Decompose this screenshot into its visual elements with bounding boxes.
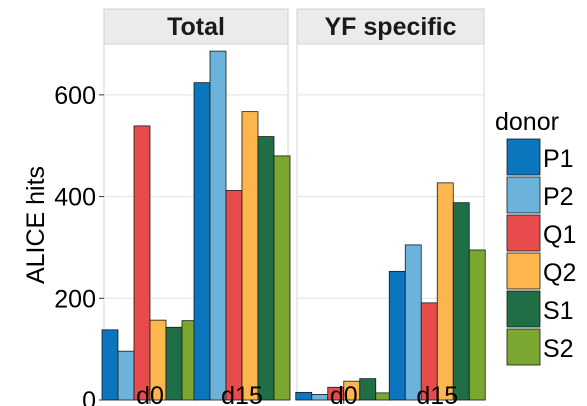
- y-tick-label: 200: [54, 285, 96, 313]
- legend-swatch-Q2: [506, 252, 541, 290]
- bar-S1-d15: [257, 136, 275, 401]
- facet-strip: [296, 8, 485, 45]
- legend-swatch-S2: [506, 328, 541, 366]
- panel-2: YF specific d0 d15: [295, 8, 486, 406]
- legend-swatch-P2: [506, 176, 541, 214]
- x-tick-label: d15: [416, 382, 458, 406]
- legend-label-Q1: Q1: [543, 221, 576, 249]
- bar-S1-d15: [452, 202, 470, 401]
- legend-title: donor: [495, 108, 559, 136]
- legend-label-P2: P2: [543, 183, 574, 211]
- legend-label-S2: S2: [543, 335, 574, 363]
- bar-S2-d15: [468, 249, 486, 401]
- bar-S1-d0: [165, 326, 183, 401]
- bar-P1-d15: [193, 82, 211, 401]
- bar-P2-d0: [117, 350, 135, 401]
- facet-title: Total: [167, 13, 225, 41]
- y-tick-label: 600: [54, 82, 96, 110]
- bar-S2-d15: [273, 155, 291, 401]
- legend-label-Q2: Q2: [543, 259, 576, 287]
- legend: donor P1 P2 Q1 Q2 S1 S2: [495, 108, 576, 366]
- legend-label-P1: P1: [543, 145, 574, 173]
- legend-label-S1: S1: [543, 297, 574, 325]
- legend-swatch-Q1: [506, 214, 541, 252]
- facet-title: YF specific: [325, 13, 457, 41]
- legend-swatch-S1: [506, 290, 541, 328]
- bar-P1-d0: [101, 329, 119, 401]
- y-axis-title: ALICE hits: [22, 166, 50, 284]
- bar-Q2-d15: [241, 111, 259, 401]
- y-tick-label: 0: [82, 387, 96, 406]
- x-tick-label: d0: [330, 382, 358, 406]
- bar-Q1-d0: [133, 125, 151, 401]
- bar-Q2-d15: [436, 182, 454, 401]
- x-tick-label: d15: [221, 382, 263, 406]
- bar-P2-d0: [311, 394, 329, 401]
- bar-P2-d15: [404, 244, 422, 401]
- y-tick-label: 400: [54, 184, 96, 212]
- bar-P1-d0: [295, 391, 313, 401]
- bar-S1-d0: [359, 378, 377, 401]
- y-axis-label: ALICE hits: [22, 166, 50, 284]
- panel-1: Total d0 d15: [101, 8, 291, 406]
- bar-Q1-d15: [225, 190, 243, 401]
- y-axis: 0 200 400 600: [54, 82, 104, 406]
- panels: Total d0 d15 YF specific d0 d15: [101, 8, 486, 406]
- bar-P1-d15: [388, 270, 406, 401]
- bar-P2-d15: [209, 50, 227, 401]
- facet-strip: [103, 8, 289, 45]
- x-tick-label: d0: [136, 382, 164, 406]
- legend-swatch-P1: [506, 138, 541, 176]
